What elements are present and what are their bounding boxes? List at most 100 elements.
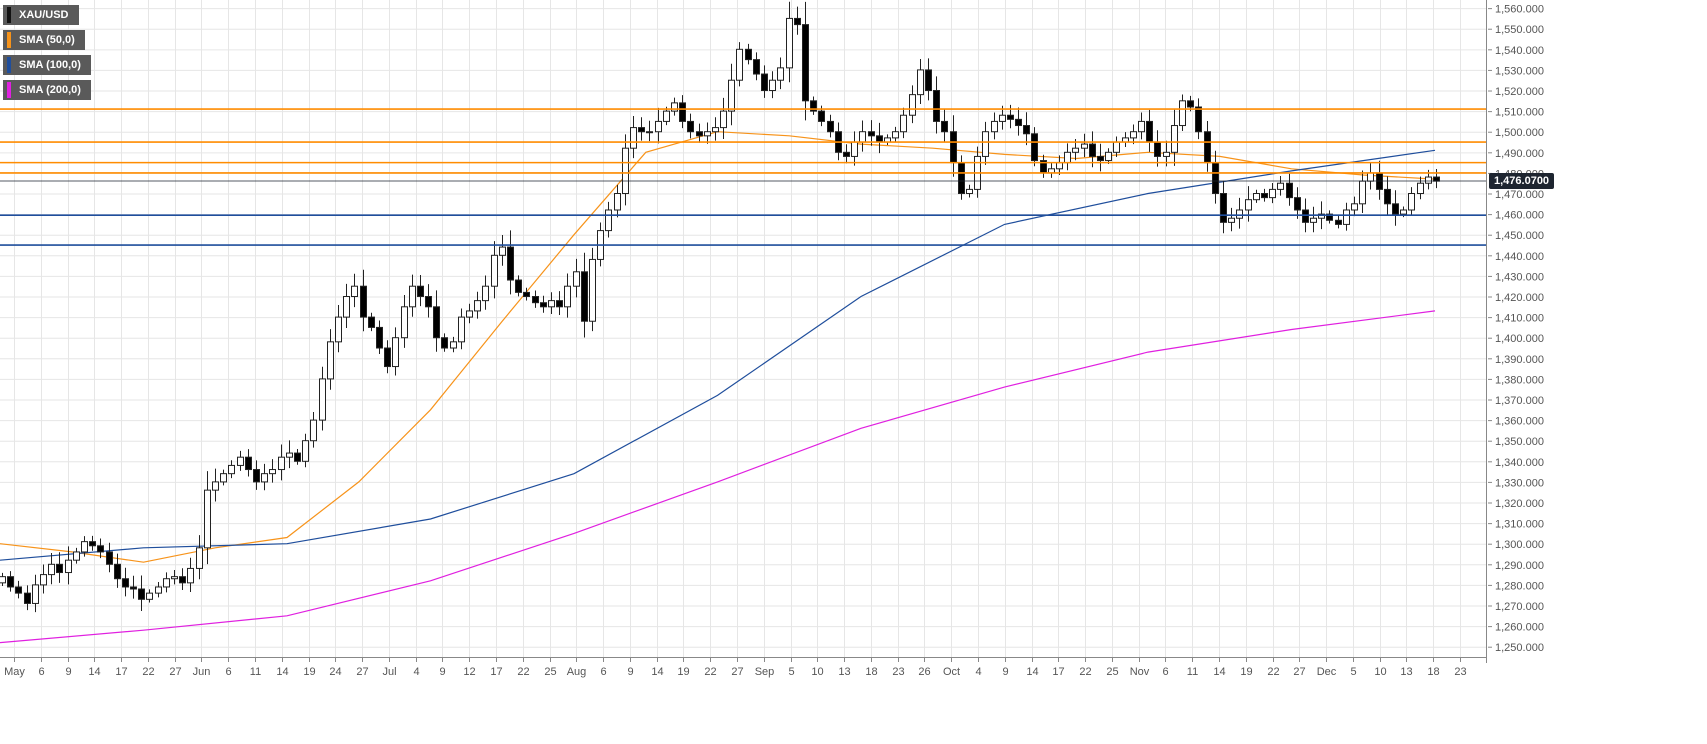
candle-body [917, 69, 924, 96]
candle-body [679, 102, 686, 122]
x-tick-label: 26 [918, 666, 930, 678]
candle-body [343, 296, 350, 318]
candle-body [155, 586, 162, 594]
candle-body [1056, 162, 1063, 170]
y-tick-label: 1,560.000 [1495, 4, 1544, 16]
y-tick-label: 1,550.000 [1495, 24, 1544, 36]
candle-body [1433, 176, 1440, 182]
candle-body [482, 285, 489, 302]
x-tick-label: 13 [838, 666, 850, 678]
candle-body [925, 69, 932, 92]
legend-item-xauusd: XAU/USD [3, 5, 79, 25]
candle-body [319, 378, 326, 421]
y-tick-label: 1,440.000 [1495, 251, 1544, 263]
candle-body [1064, 151, 1071, 164]
candle-body [1367, 172, 1374, 182]
candle-body [1417, 182, 1424, 195]
candle-body [1302, 209, 1309, 223]
candle-body [146, 592, 153, 600]
x-tick-label: 5 [1350, 666, 1356, 678]
candle-body [1089, 143, 1096, 157]
candle-body [81, 541, 88, 553]
x-tick-label: 10 [1374, 666, 1386, 678]
x-tick-label: 12 [463, 666, 475, 678]
candle-body [1138, 120, 1145, 133]
x-tick-label: 18 [1427, 666, 1439, 678]
candle-body [1253, 193, 1260, 201]
x-tick-label: Nov [1130, 666, 1150, 678]
candle-body [1261, 193, 1268, 199]
candle-body [335, 316, 342, 343]
candle-body [966, 188, 973, 195]
x-tick-label: 24 [329, 666, 341, 678]
x-tick-label: Dec [1317, 666, 1337, 678]
candle-body [278, 456, 285, 471]
x-tick-label: 22 [142, 666, 154, 678]
candle-body [851, 141, 858, 157]
candle-body [40, 574, 47, 586]
candle-body [261, 473, 268, 483]
candle-body [777, 67, 784, 81]
candle-body [433, 306, 440, 339]
candle-body [605, 209, 612, 232]
candle-body [491, 254, 498, 287]
x-tick-label: 9 [65, 666, 71, 678]
candle-body [228, 464, 235, 475]
candle-body [614, 193, 621, 211]
y-tick-label: 1,500.000 [1495, 127, 1544, 139]
candle-body [89, 541, 96, 547]
y-tick-label: 1,540.000 [1495, 45, 1544, 57]
y-tick-label: 1,410.000 [1495, 313, 1544, 325]
candle-body [753, 59, 760, 75]
x-tick-label: 11 [1187, 666, 1198, 678]
x-tick-label: Jun [193, 666, 211, 678]
y-tick-label: 1,430.000 [1495, 271, 1544, 283]
legend-swatch [7, 82, 11, 98]
candle-body [253, 469, 260, 483]
candle-body [1351, 203, 1358, 211]
x-tick-label: 4 [413, 666, 419, 678]
candle-body [1031, 133, 1038, 162]
x-tick-label: 13 [1400, 666, 1412, 678]
candle-body [368, 316, 375, 328]
candle-body [1204, 131, 1211, 164]
x-tick-label: 27 [169, 666, 181, 678]
candle-body [933, 90, 940, 122]
candle-body [1220, 193, 1227, 223]
candle-body [1400, 209, 1407, 215]
candle-body [425, 296, 432, 308]
candle-body [999, 114, 1006, 122]
candle-body [548, 300, 555, 308]
x-tick-label: Jul [382, 666, 396, 678]
candle-body [638, 127, 645, 133]
x-tick-label: 19 [303, 666, 315, 678]
candle-body [982, 131, 989, 157]
x-tick-label: 5 [788, 666, 794, 678]
legend-item-sma200: SMA (200,0) [3, 80, 91, 100]
candle-body [991, 120, 998, 133]
x-tick-label: 17 [1052, 666, 1064, 678]
x-tick-label: May [4, 666, 25, 678]
candle-body [1425, 176, 1432, 184]
candle-body [646, 131, 653, 134]
legend-label: XAU/USD [19, 9, 69, 21]
candle-body [581, 271, 588, 322]
candle-body [1146, 120, 1153, 143]
candle-body [1326, 213, 1333, 221]
sma-line [0, 310, 1436, 644]
x-tick-label: 22 [517, 666, 529, 678]
candle-body [827, 120, 834, 133]
y-tick-label: 1,320.000 [1495, 498, 1544, 510]
candle-body [1072, 147, 1079, 153]
candle-body [1359, 180, 1366, 205]
y-tick-label: 1,360.000 [1495, 416, 1544, 428]
candle-body [696, 131, 703, 137]
candle-body [237, 456, 244, 466]
candle-body [589, 258, 596, 322]
plot-area [0, 0, 1486, 659]
legend-item-sma50: SMA (50,0) [3, 30, 85, 50]
x-tick-label: 6 [225, 666, 231, 678]
candle-body [56, 563, 63, 574]
candle-body [1245, 199, 1252, 211]
candle-body [876, 135, 883, 143]
